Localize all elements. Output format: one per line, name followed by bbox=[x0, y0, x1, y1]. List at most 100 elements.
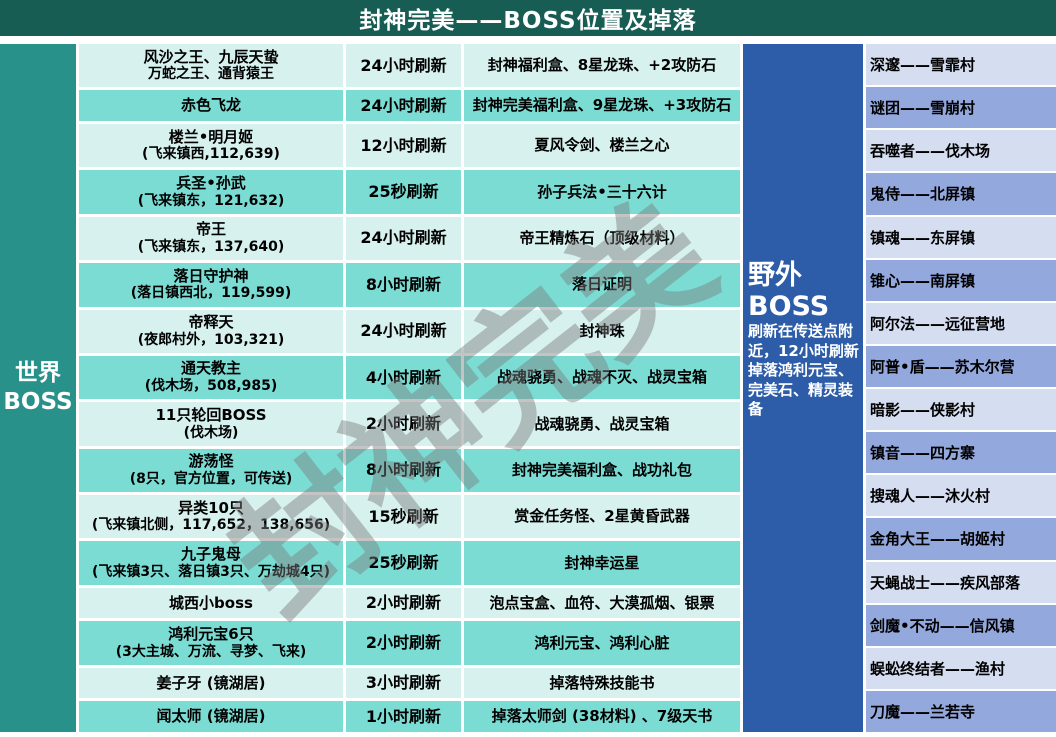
boss-location: (8只，官方位置，可传送) bbox=[129, 471, 293, 487]
boss-location: (伐木场) bbox=[183, 424, 239, 441]
field-boss-title: 野外BOSS bbox=[748, 260, 830, 323]
boss-name-cell: 鸿利元宝6只 (3大主城、万流、寻梦、飞来) bbox=[79, 621, 343, 665]
boss-row: 11只轮回BOSS (伐木场) 2小时刷新 战魂骁勇、战灵宝箱 bbox=[79, 402, 740, 446]
field-boss-list-item: 深邃——雪霏村 bbox=[866, 44, 1056, 86]
boss-name-cell: 通天教主 (伐木场，508,985) bbox=[79, 355, 343, 400]
boss-name-cell: 姜子牙 (镜湖居) bbox=[79, 667, 343, 699]
boss-location: (飞来镇3只、落日镇3只、万劫城4只) bbox=[91, 563, 331, 580]
boss-name-cell: 兵圣•孙武 (飞来镇东，121,632) bbox=[79, 170, 343, 214]
field-boss-list: 深邃——雪霏村 谜团——雪崩村 吞噬者——伐木场 鬼侍——北屏镇 镇魂——东屏镇 锥心——… bbox=[866, 44, 1056, 732]
boss-location: 万蛇之王、通背猿王 bbox=[148, 66, 274, 83]
refresh-time-cell: 25秒刷新 bbox=[346, 541, 461, 585]
boss-row: 游荡怪 (8只，官方位置，可传送) 8小时刷新 封神完美福利盒、战功礼包 bbox=[79, 448, 740, 493]
field-boss-list-item: 镇魂——东屏镇 bbox=[866, 216, 1056, 258]
drops-cell: 封神完美福利盒、战功礼包 bbox=[464, 448, 740, 493]
boss-name: 九子鬼母 bbox=[180, 545, 241, 564]
boss-location: (飞来镇东，121,632) bbox=[137, 192, 285, 209]
field-boss-list-item: 剑魔•不动——信风镇 bbox=[866, 604, 1056, 646]
drops-cell: 掉落太师剑 (38材料) 、7级天书 bbox=[464, 701, 740, 732]
refresh-time-cell: 12小时刷新 bbox=[346, 123, 461, 168]
boss-name: 帝王 bbox=[195, 220, 226, 239]
field-boss-list-item: 镇音——四方寨 bbox=[866, 432, 1056, 474]
boss-name: 姜子牙 (镜湖居) bbox=[156, 673, 266, 692]
boss-name: 闻太师 (镜湖居) bbox=[156, 707, 266, 726]
field-boss-list-item: 吞噬者——伐木场 bbox=[866, 130, 1056, 172]
field-boss-list-item: 搜魂人——沐火村 bbox=[866, 475, 1056, 517]
boss-name: 城西小boss bbox=[169, 593, 253, 612]
drops-cell: 战魂骁勇、战魂不灭、战灵宝箱 bbox=[464, 355, 740, 400]
drops-cell: 封神完美福利盒、9星龙珠、+3攻防石 bbox=[464, 90, 740, 121]
boss-name: 风沙之王、九辰天蛰 bbox=[143, 47, 279, 66]
refresh-time-cell: 3小时刷新 bbox=[346, 667, 461, 699]
boss-name: 落日守护神 bbox=[173, 266, 249, 285]
drops-cell: 落日证明 bbox=[464, 263, 740, 307]
boss-row: 帝王 (飞来镇东，137,640) 24小时刷新 帝王精炼石（顶级材料） bbox=[79, 216, 740, 261]
world-boss-label-line2: BOSS bbox=[3, 389, 73, 415]
boss-location: (3大主城、万流、寻梦、飞来) bbox=[115, 643, 307, 660]
boss-name: 兵圣•孙武 bbox=[176, 173, 246, 192]
boss-row: 异类10只 (飞来镇北侧，117,652，138,656) 15秒刷新 赏金任务怪、2… bbox=[79, 495, 740, 539]
boss-name-cell: 九子鬼母 (飞来镇3只、落日镇3只、万劫城4只) bbox=[79, 541, 343, 585]
drops-cell: 帝王精炼石（顶级材料） bbox=[464, 216, 740, 261]
boss-row: 通天教主 (伐木场，508,985) 4小时刷新 战魂骁勇、战魂不灭、战灵宝箱 bbox=[79, 355, 740, 400]
drops-cell: 赏金任务怪、2星黄昏武器 bbox=[464, 495, 740, 539]
field-boss-list-item: 鬼侍——北屏镇 bbox=[866, 173, 1056, 215]
drops-cell: 夏风令剑、楼兰之心 bbox=[464, 123, 740, 168]
boss-name-cell: 赤色飞龙 bbox=[79, 90, 343, 121]
refresh-time-cell: 24小时刷新 bbox=[346, 216, 461, 261]
field-boss-list-item: 阿普•盾——苏木尔营 bbox=[866, 345, 1056, 387]
drops-cell: 泡点宝盒、血符、大漠孤烟、银票 bbox=[464, 587, 740, 619]
field-boss-list-item: 天蝇战士——疾风部落 bbox=[866, 561, 1056, 603]
boss-name: 11只轮回BOSS bbox=[155, 405, 267, 424]
drops-cell: 封神福利盒、8星龙珠、+2攻防石 bbox=[464, 44, 740, 88]
boss-row: 落日守护神 (落日镇西北，119,599) 8小时刷新 落日证明 bbox=[79, 263, 740, 307]
boss-name-cell: 11只轮回BOSS (伐木场) bbox=[79, 402, 343, 446]
refresh-time-cell: 2小时刷新 bbox=[346, 587, 461, 619]
field-boss-list-item: 锥心——南屏镇 bbox=[866, 259, 1056, 301]
field-boss-description: 刷新在传送点附近，12小时刷新掉落鸿利元宝、完美石、精灵装备 bbox=[748, 322, 859, 419]
world-boss-label-line1: 世界 bbox=[15, 360, 61, 387]
world-boss-column: 世界 BOSS bbox=[0, 44, 76, 732]
drops-cell: 封神珠 bbox=[464, 309, 740, 353]
drops-cell: 掉落特殊技能书 bbox=[464, 667, 740, 699]
boss-name-cell: 风沙之王、九辰天蛰 万蛇之王、通背猿王 bbox=[79, 44, 343, 88]
drops-cell: 战魂骁勇、战灵宝箱 bbox=[464, 402, 740, 446]
boss-row: 赤色飞龙 24小时刷新 封神完美福利盒、9星龙珠、+3攻防石 bbox=[79, 90, 740, 121]
page-title: 封神完美——BOSS位置及掉落 bbox=[359, 8, 697, 34]
boss-row: 兵圣•孙武 (飞来镇东，121,632) 25秒刷新 孙子兵法•三十六计 bbox=[79, 170, 740, 214]
boss-name: 楼兰•明月姬 bbox=[168, 127, 254, 146]
boss-name-cell: 异类10只 (飞来镇北侧，117,652，138,656) bbox=[79, 495, 343, 539]
boss-name-cell: 闻太师 (镜湖居) bbox=[79, 701, 343, 732]
boss-row: 帝释天 (夜郎村外，103,321) 24小时刷新 封神珠 bbox=[79, 309, 740, 353]
refresh-time-cell: 15秒刷新 bbox=[346, 495, 461, 539]
boss-location: (飞来镇北侧，117,652，138,656) bbox=[91, 517, 331, 534]
boss-row: 楼兰•明月姬 (飞来镇西,112,639) 12小时刷新 夏风令剑、楼兰之心 bbox=[79, 123, 740, 168]
world-boss-label: 世界 BOSS bbox=[3, 359, 72, 417]
boss-row: 九子鬼母 (飞来镇3只、落日镇3只、万劫城4只) 25秒刷新 封神幸运星 bbox=[79, 541, 740, 585]
field-boss-column: 野外BOSS 刷新在传送点附近，12小时刷新掉落鸿利元宝、完美石、精灵装备 bbox=[743, 44, 863, 732]
field-boss-list-item: 金角大王——胡姬村 bbox=[866, 518, 1056, 560]
boss-name-cell: 落日守护神 (落日镇西北，119,599) bbox=[79, 263, 343, 307]
boss-name-cell: 帝王 (飞来镇东，137,640) bbox=[79, 216, 343, 261]
refresh-time-cell: 4小时刷新 bbox=[346, 355, 461, 400]
boss-name: 通天教主 bbox=[180, 359, 241, 378]
boss-name: 游荡怪 bbox=[188, 452, 234, 471]
boss-row: 鸿利元宝6只 (3大主城、万流、寻梦、飞来) 2小时刷新 鸿利元宝、鸿利心脏 bbox=[79, 621, 740, 665]
refresh-time-cell: 24小时刷新 bbox=[346, 309, 461, 353]
boss-name-cell: 楼兰•明月姬 (飞来镇西,112,639) bbox=[79, 123, 343, 168]
drops-cell: 封神幸运星 bbox=[464, 541, 740, 585]
refresh-time-cell: 2小时刷新 bbox=[346, 402, 461, 446]
boss-row: 城西小boss 2小时刷新 泡点宝盒、血符、大漠孤烟、银票 bbox=[79, 587, 740, 619]
refresh-time-cell: 24小时刷新 bbox=[346, 90, 461, 121]
boss-table: 风沙之王、九辰天蛰 万蛇之王、通背猿王 24小时刷新 封神福利盒、8星龙珠、+2攻防石… bbox=[79, 44, 740, 732]
refresh-time-cell: 25秒刷新 bbox=[346, 170, 461, 214]
refresh-time-cell: 8小时刷新 bbox=[346, 448, 461, 493]
boss-row: 闻太师 (镜湖居) 1小时刷新 掉落太师剑 (38材料) 、7级天书 bbox=[79, 701, 740, 732]
field-boss-list-item: 刀魔——兰若寺 bbox=[866, 690, 1056, 732]
boss-name-cell: 游荡怪 (8只，官方位置，可传送) bbox=[79, 448, 343, 493]
boss-location: (伐木场，508,985) bbox=[144, 378, 278, 395]
boss-name: 异类10只 bbox=[178, 498, 244, 517]
field-boss-list-item: 谜团——雪崩村 bbox=[866, 87, 1056, 129]
drops-cell: 鸿利元宝、鸿利心脏 bbox=[464, 621, 740, 665]
